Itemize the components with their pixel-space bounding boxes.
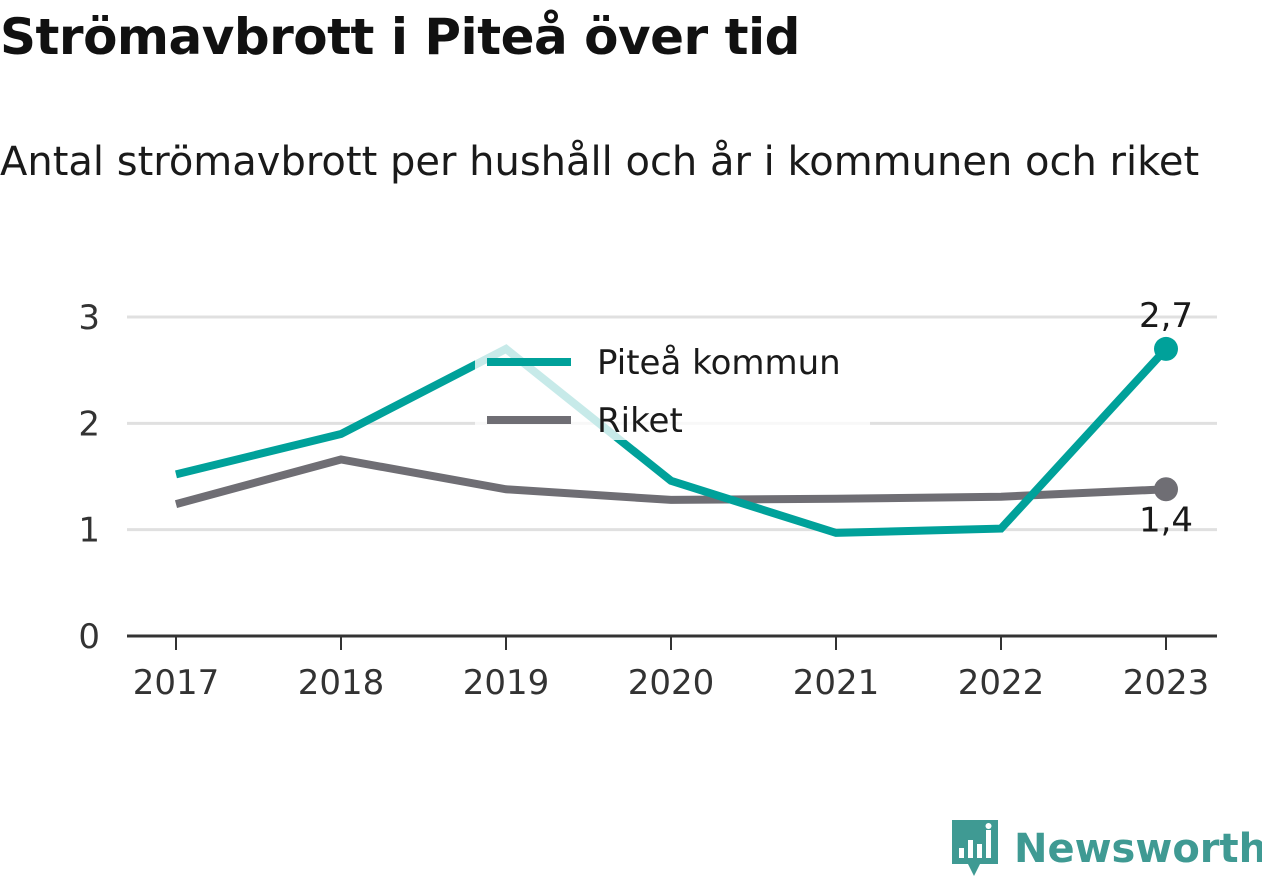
legend-label-pitea: Piteå kommun: [597, 343, 841, 383]
y-tick-label: 1: [78, 511, 100, 551]
series-line-pitea: [175, 344, 1169, 537]
series-lines: [174, 336, 1178, 537]
end-labels: 2,7 1,4: [1139, 296, 1193, 540]
legend-label-riket: Riket: [597, 401, 683, 441]
brand-name: Newsworthy: [1014, 826, 1262, 872]
x-tick-label: 2022: [958, 663, 1045, 703]
end-point-riket: [1154, 477, 1178, 502]
chart-subtitle: Antal strömavbrott per hushåll och år i …: [0, 139, 1200, 185]
x-tick-label: 2018: [298, 663, 385, 703]
x-tick-label: 2020: [628, 663, 715, 703]
x-axis-ticks: 2017 2018 2019 2020 2021 2022 2023: [133, 636, 1210, 703]
end-label-riket: 1,4: [1139, 500, 1193, 540]
x-tick-label: 2023: [1123, 663, 1210, 703]
chart-title: Strömavbrott i Piteå över tid: [0, 8, 800, 66]
y-axis-ticks: 0 1 2 3: [78, 298, 100, 657]
y-tick-label: 0: [78, 617, 100, 657]
series-line-riket: [174, 455, 1167, 508]
x-tick-label: 2017: [133, 663, 220, 703]
x-tick-label: 2021: [793, 663, 880, 703]
legend: Piteå kommun Riket: [475, 332, 870, 441]
end-point-pitea: [1154, 336, 1178, 361]
x-tick-label: 2019: [463, 663, 550, 703]
newsworthy-logo: Newsworthy: [950, 818, 1262, 880]
newsworthy-chart-icon: [952, 820, 998, 876]
y-tick-label: 3: [78, 298, 100, 338]
end-label-pitea: 2,7: [1139, 296, 1193, 336]
y-tick-label: 2: [78, 404, 100, 444]
